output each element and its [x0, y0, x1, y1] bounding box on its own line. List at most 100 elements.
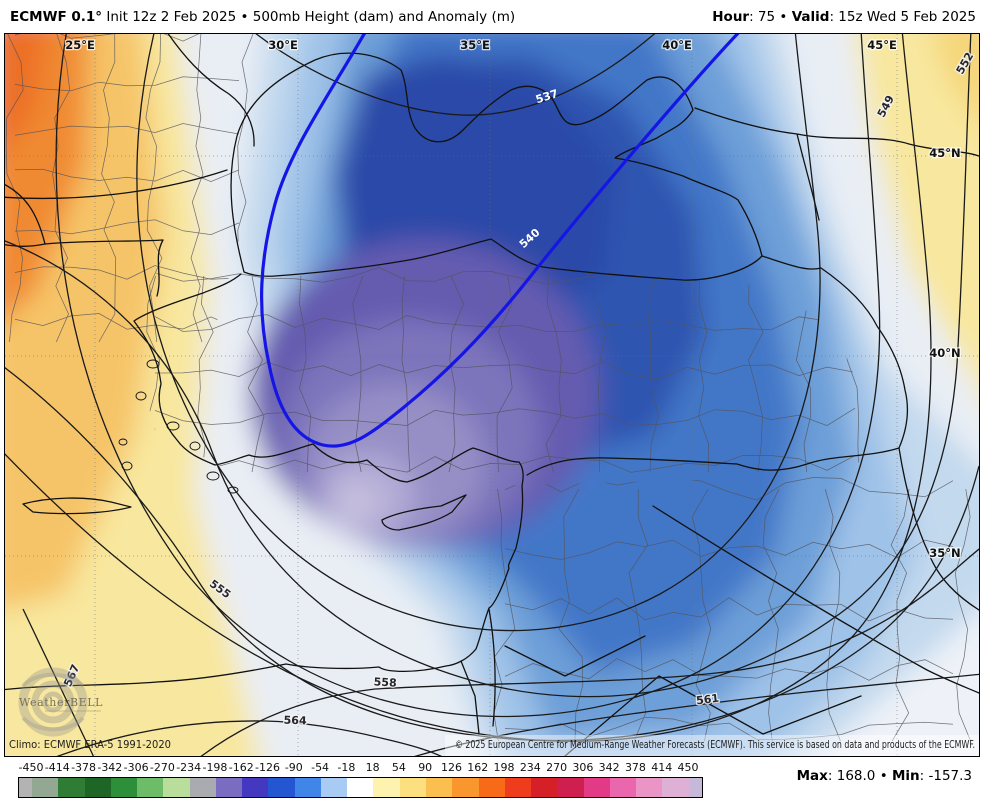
province-border	[824, 488, 841, 742]
province-border	[954, 488, 971, 742]
max-min-stats: Max: 168.0 • Min: -157.3	[797, 768, 972, 784]
contour-555	[5, 367, 979, 742]
contour-label: 561	[695, 692, 719, 708]
contour-552	[5, 34, 972, 698]
separator-dot: •	[779, 8, 788, 25]
colorbar-tick-label: -126	[255, 761, 280, 774]
copyright-backdrop	[445, 735, 979, 756]
colorbar-tick-label: 306	[572, 761, 594, 774]
colorbar-tick-label: 378	[624, 761, 646, 774]
map-frame: 537 540 549 552 555 558 561 564 567 25°E 30°E 35°E…	[4, 33, 980, 757]
province-border	[448, 275, 464, 473]
country-borders	[5, 34, 979, 756]
colorbar-tick-label: 18	[365, 761, 380, 774]
province-border	[154, 314, 856, 332]
province-border	[504, 658, 954, 681]
colorbar-tick-label: -450	[18, 761, 44, 774]
colorbar-tick-label: 342	[598, 761, 620, 774]
contour-540-trough-line	[260, 34, 740, 448]
province-borders	[5, 34, 971, 742]
province-border	[52, 34, 71, 343]
colorbar-segment	[688, 778, 702, 797]
contour-546	[55, 34, 881, 718]
colorbar-segment	[609, 778, 637, 797]
anomaly-colorbar	[18, 777, 703, 798]
grid-label: 30°E	[268, 38, 298, 52]
province-border	[504, 597, 954, 622]
colorbar-segment	[557, 778, 584, 797]
colorbar-tick-label: 198	[493, 761, 515, 774]
province-border	[628, 488, 649, 742]
logo-text: WeatherBELL	[19, 696, 103, 709]
province-border	[691, 488, 712, 742]
colorbar-segment	[425, 778, 453, 797]
province-border-lattice	[493, 476, 971, 742]
colorbar-tick-label: -90	[284, 761, 303, 774]
stats-separator: •	[879, 768, 888, 784]
province-border	[247, 275, 265, 473]
colorbar-tick-label: -306	[123, 761, 149, 774]
province-border	[154, 407, 856, 427]
province-border	[545, 275, 562, 473]
colorbar-tick-label: 90	[418, 761, 433, 774]
aegean-levant-coastline	[5, 273, 524, 691]
israel-jordan-borders	[460, 608, 496, 735]
title-rest: Init 12z 2 Feb 2025 • 500mb Height (dam)…	[102, 8, 516, 25]
colorbar-zone: -450 -414 -378 -342 -306 -270 -234 -198 -162 -126…	[0, 757, 984, 808]
province-border	[190, 34, 204, 343]
colorbar-segment	[268, 778, 295, 797]
province-border	[558, 488, 584, 742]
iran-iraq-border	[898, 447, 979, 611]
max-label: Max	[796, 768, 828, 784]
contour-567	[22, 608, 94, 756]
min-value: : -157.3	[919, 768, 972, 784]
province-border	[401, 275, 411, 473]
danube-border	[5, 169, 228, 200]
colorbar-segment	[189, 778, 216, 797]
colorbar-segment	[294, 778, 321, 797]
grid-label: 25°E	[65, 38, 95, 52]
province-border	[197, 275, 214, 473]
contour-561	[414, 673, 979, 756]
valid-value: : 15z Wed 5 Feb 2025	[829, 8, 976, 25]
colorbar-segment	[242, 778, 269, 797]
copyright-note: © 2025 European Centre for Medium-Range …	[455, 739, 975, 751]
colorbar-tick-label: -342	[97, 761, 123, 774]
province-border-lattice	[5, 34, 254, 343]
colorbar-segment	[163, 778, 190, 797]
colorbar-segment	[504, 778, 532, 797]
header-bar: ECMWF 0.1° Init 12z 2 Feb 2025 • 500mb H…	[0, 0, 984, 33]
crete-outline	[22, 497, 132, 515]
colorbar-tick-label: -378	[71, 761, 97, 774]
turkey-east-borders	[526, 255, 909, 476]
colorbar-tick-label: -18	[337, 761, 356, 774]
colorbar-segment	[320, 778, 348, 797]
balkan-borders	[167, 34, 255, 147]
black-sea-coastline	[230, 52, 763, 281]
climo-note: Climo: ECMWF ERA-5 1991-2020	[9, 739, 171, 751]
colorbar-segment	[531, 778, 558, 797]
map-title: ECMWF 0.1° Init 12z 2 Feb 2025 • 500mb H…	[10, 9, 515, 25]
hour-label: Hour	[712, 8, 750, 25]
colorbar-segment	[399, 778, 426, 797]
province-border	[14, 123, 240, 136]
greece-turkey-border	[44, 239, 164, 297]
hurricane-swirl-icon	[18, 667, 88, 737]
graticule-gridlines	[5, 34, 979, 756]
contour-549	[5, 34, 932, 742]
colorbar-tick-label: 234	[519, 761, 541, 774]
valid-time: Hour: 75 • Valid: 15z Wed 5 Feb 2025	[712, 9, 976, 25]
grid-label: 40°N	[929, 346, 960, 360]
colorbar-segment	[478, 778, 505, 797]
province-border	[14, 265, 240, 280]
hour-value: : 75	[749, 8, 776, 25]
contour-558	[200, 548, 979, 756]
province-border	[154, 455, 856, 473]
colorbar-tick-label: 450	[677, 761, 699, 774]
colorbar-tick-label: -414	[44, 761, 70, 774]
province-border	[98, 34, 117, 343]
min-label: Min	[891, 768, 920, 784]
model-name: ECMWF 0.1°	[10, 8, 103, 25]
grid-label: 45°E	[867, 38, 897, 52]
